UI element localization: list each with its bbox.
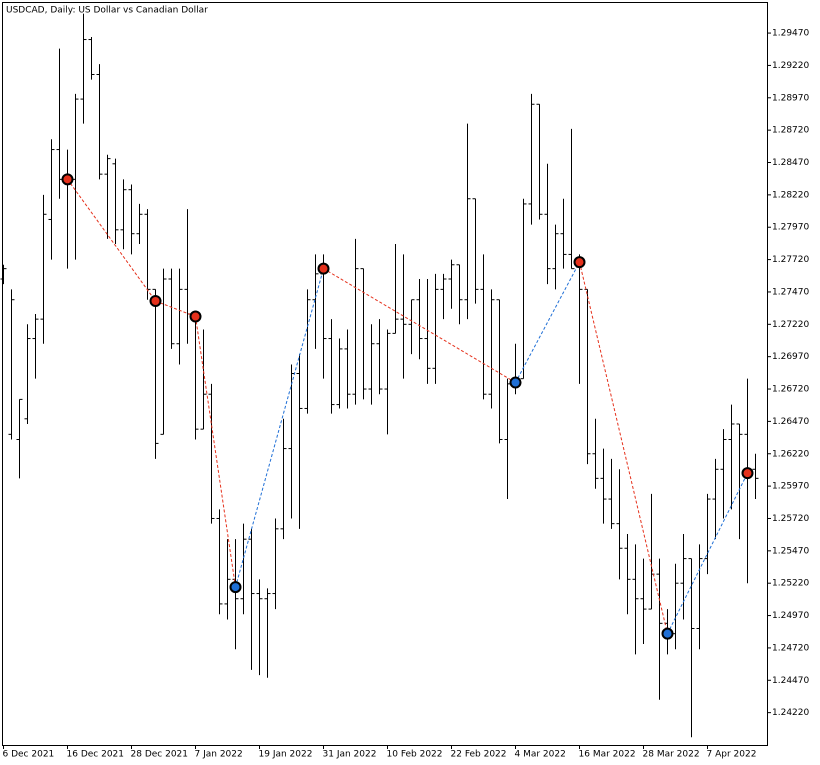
zigzag-marker bbox=[509, 376, 522, 389]
y-tick-label: 1.26970 bbox=[772, 352, 809, 362]
zigzag-marker bbox=[661, 627, 674, 640]
zigzag-marker bbox=[61, 173, 74, 186]
x-tick-label: 4 Mar 2022 bbox=[515, 750, 566, 760]
x-tick-label: 7 Apr 2022 bbox=[707, 750, 757, 760]
y-tick-label: 1.27970 bbox=[772, 223, 809, 233]
y-tick-label: 1.24220 bbox=[772, 708, 809, 718]
zigzag-marker bbox=[573, 256, 586, 269]
zigzag-segment bbox=[579, 262, 668, 634]
y-tick-label: 1.25970 bbox=[772, 482, 809, 492]
zigzag-marker bbox=[229, 581, 242, 594]
y-tick-label: 1.27220 bbox=[772, 320, 809, 330]
chart-title: USDCAD, Daily: US Dollar vs Canadian Dol… bbox=[6, 6, 208, 16]
y-tick-label: 1.25220 bbox=[772, 579, 809, 589]
zigzag-segment bbox=[195, 316, 236, 588]
y-tick-label: 1.25720 bbox=[772, 514, 809, 524]
x-tick-label: 16 Dec 2021 bbox=[67, 750, 125, 760]
x-tick-label: 31 Jan 2022 bbox=[323, 750, 377, 760]
y-tick-label: 1.24470 bbox=[772, 676, 809, 686]
zigzag-marker bbox=[317, 262, 330, 275]
zigzag-marker bbox=[149, 295, 162, 308]
x-tick-label: 6 Dec 2021 bbox=[3, 750, 55, 760]
y-tick-label: 1.28220 bbox=[772, 190, 809, 200]
zigzag-segment bbox=[323, 268, 516, 383]
y-tick-label: 1.29220 bbox=[772, 61, 809, 71]
y-tick-label: 1.26470 bbox=[772, 417, 809, 427]
zigzag-marker bbox=[741, 467, 754, 480]
y-tick-label: 1.25470 bbox=[772, 546, 809, 556]
zigzag-segment bbox=[67, 179, 156, 302]
zigzag-segment bbox=[155, 300, 196, 318]
x-tick-label: 19 Jan 2022 bbox=[259, 750, 313, 760]
x-tick-label: 28 Dec 2021 bbox=[131, 750, 189, 760]
zigzag-marker bbox=[189, 310, 202, 323]
y-tick-label: 1.28970 bbox=[772, 93, 809, 103]
x-tick-label: 10 Feb 2022 bbox=[387, 750, 443, 760]
x-tick-label: 28 Mar 2022 bbox=[643, 750, 700, 760]
zigzag-segment bbox=[515, 261, 580, 383]
y-tick-label: 1.26220 bbox=[772, 449, 809, 459]
x-tick-label: 22 Feb 2022 bbox=[451, 750, 507, 760]
x-tick-label: 7 Jan 2022 bbox=[195, 750, 243, 760]
plot-frame bbox=[2, 2, 768, 746]
y-tick-label: 1.28470 bbox=[772, 158, 809, 168]
y-tick-label: 1.27720 bbox=[772, 255, 809, 265]
y-tick-label: 1.27470 bbox=[772, 287, 809, 297]
y-tick-label: 1.26720 bbox=[772, 385, 809, 395]
y-tick-label: 1.24720 bbox=[772, 643, 809, 653]
y-tick-label: 1.24970 bbox=[772, 611, 809, 621]
x-tick-label: 16 Mar 2022 bbox=[579, 750, 636, 760]
y-tick-label: 1.28720 bbox=[772, 126, 809, 136]
zigzag-segment bbox=[235, 268, 324, 588]
y-tick-label: 1.29470 bbox=[772, 29, 809, 39]
